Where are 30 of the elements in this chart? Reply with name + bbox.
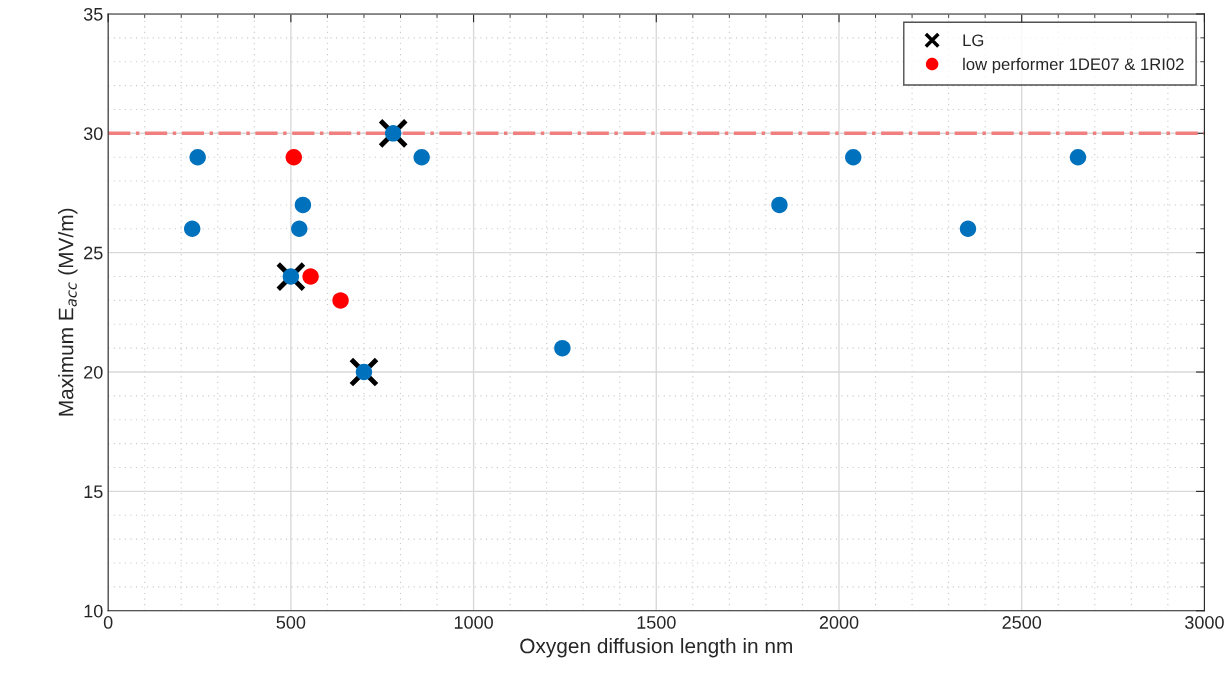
point bbox=[959, 220, 977, 238]
point bbox=[845, 148, 862, 166]
y-tick-label: 30 bbox=[83, 127, 103, 141]
point bbox=[294, 196, 312, 214]
point bbox=[291, 220, 308, 238]
y-tick-label: 35 bbox=[83, 7, 103, 21]
x-tick-label: 1500 bbox=[637, 616, 676, 629]
point bbox=[302, 268, 319, 285]
point bbox=[183, 220, 201, 238]
y-tick-label: 15 bbox=[84, 485, 103, 499]
legend-label: LG bbox=[963, 34, 984, 47]
x-tick-label: 500 bbox=[276, 616, 306, 629]
point bbox=[189, 148, 206, 166]
x-tick-label: 1000 bbox=[454, 616, 493, 629]
x-tick-label: 2500 bbox=[1002, 616, 1042, 629]
x-tick-label: 3000 bbox=[1185, 616, 1224, 629]
point bbox=[413, 148, 430, 166]
point bbox=[554, 339, 571, 357]
x-axis-title: Oxygen diffusion length in nm bbox=[520, 638, 792, 658]
point bbox=[285, 148, 302, 166]
point bbox=[332, 292, 349, 309]
legend-label: low performer 1DE07 & 1RI02 bbox=[963, 57, 1184, 74]
x-tick-label: 2000 bbox=[819, 616, 859, 629]
y-tick-label: 10 bbox=[84, 604, 103, 618]
x-tick-label: 0 bbox=[103, 616, 113, 629]
point bbox=[771, 196, 788, 214]
y-tick-label: 25 bbox=[84, 246, 103, 260]
y-tick-label: 20 bbox=[84, 365, 103, 379]
y-axis-title: Maximum E$_{acc}$ (MV/m) bbox=[58, 208, 78, 416]
point bbox=[1069, 148, 1087, 166]
